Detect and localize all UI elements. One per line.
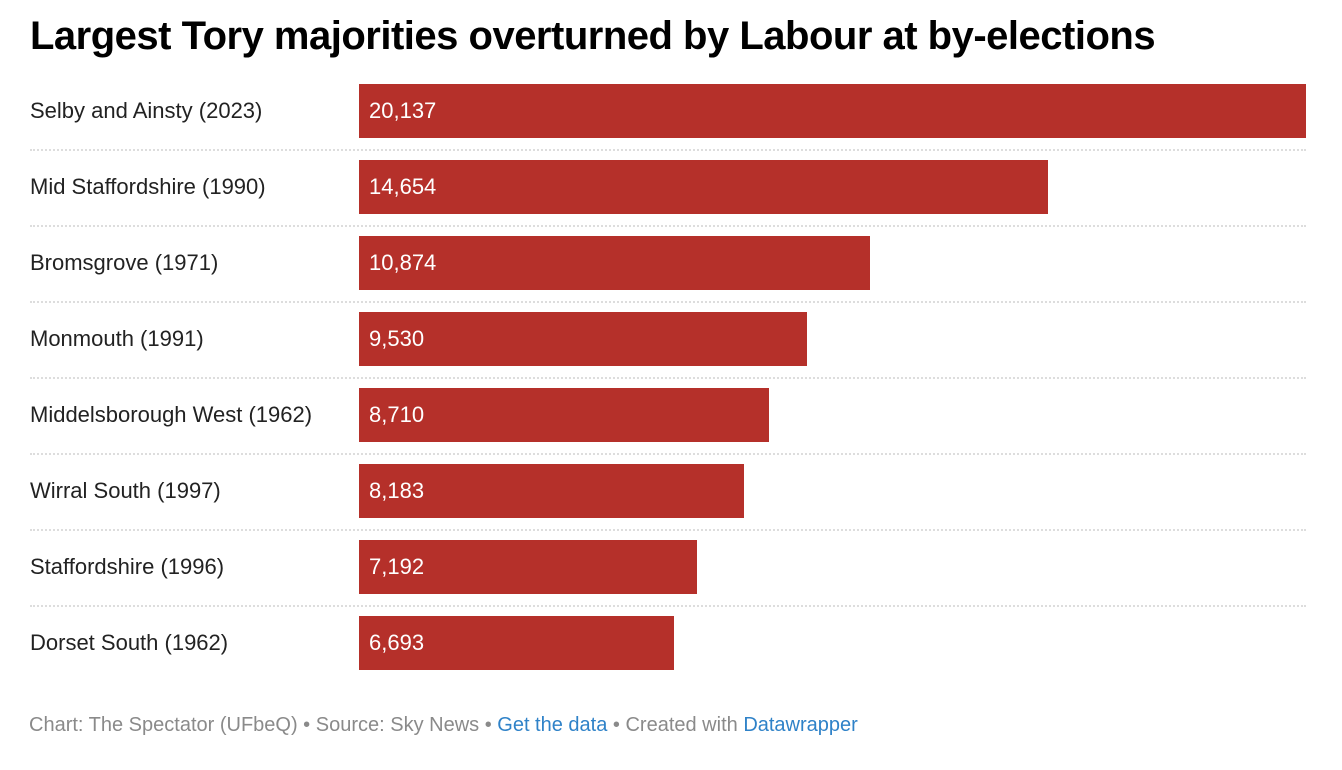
bar <box>359 540 698 594</box>
bar-row: Staffordshire (1996) 7,192 <box>30 540 1306 616</box>
datawrapper-link[interactable]: Datawrapper <box>743 714 858 736</box>
row-divider <box>30 529 1306 531</box>
category-label: Wirral South (1997) <box>30 478 221 503</box>
value-label: 6,693 <box>369 630 425 655</box>
bar-row: Mid Staffordshire (1990) 14,654 <box>30 160 1306 236</box>
value-label: 7,192 <box>369 554 425 579</box>
value-label: 9,530 <box>369 326 425 351</box>
footer: Chart: The Spectator (UFbeQ) • Source: S… <box>29 714 858 737</box>
value-label: 20,137 <box>369 98 437 123</box>
bar <box>359 84 1306 138</box>
value-label: 10,874 <box>369 250 437 275</box>
row-divider <box>30 301 1306 303</box>
row-divider <box>30 605 1306 607</box>
bar-row: Middelsborough West (1962) 8,710 <box>30 388 1306 464</box>
bar-row: Bromsgrove (1971) 10,874 <box>30 236 1306 312</box>
separator: • <box>607 714 626 736</box>
source: Source: Sky News <box>315 714 480 736</box>
row-divider <box>30 377 1306 379</box>
get-the-data-link[interactable]: Get the data <box>497 714 608 736</box>
bar <box>359 464 744 518</box>
category-label: Bromsgrove (1971) <box>30 250 219 275</box>
category-label: Middelsborough West (1962) <box>30 402 313 427</box>
bar <box>359 388 769 442</box>
bar-row: Dorset South (1962) 6,693 <box>30 616 1306 692</box>
row-divider <box>30 225 1306 227</box>
value-label: 8,710 <box>369 402 425 427</box>
separator: • <box>297 714 316 736</box>
bar-row: Selby and Ainsty (2023) 20,137 <box>30 84 1306 160</box>
chart-title: Largest Tory majorities overturned by La… <box>30 14 1156 58</box>
category-label: Monmouth (1991) <box>30 326 204 351</box>
category-label: Selby and Ainsty (2023) <box>30 98 263 123</box>
chart-credit: Chart: The Spectator (UFbeQ) <box>29 714 298 736</box>
separator: • <box>479 714 498 736</box>
row-divider <box>30 149 1306 151</box>
category-label: Staffordshire (1996) <box>30 554 225 579</box>
row-divider <box>30 453 1306 455</box>
bar-row: Wirral South (1997) 8,183 <box>30 464 1306 540</box>
category-label: Mid Staffordshire (1990) <box>30 174 266 199</box>
bar <box>359 160 1049 214</box>
created-with: Created with <box>625 714 744 736</box>
bar-chart: Selby and Ainsty (2023) 20,137 Mid Staffor… <box>30 84 1306 692</box>
category-label: Dorset South (1962) <box>30 630 229 655</box>
value-label: 8,183 <box>369 478 425 503</box>
bar <box>359 616 674 670</box>
bar <box>359 236 871 290</box>
value-label: 14,654 <box>369 174 437 199</box>
bar-row: Monmouth (1991) 9,530 <box>30 312 1306 388</box>
bar <box>359 312 808 366</box>
